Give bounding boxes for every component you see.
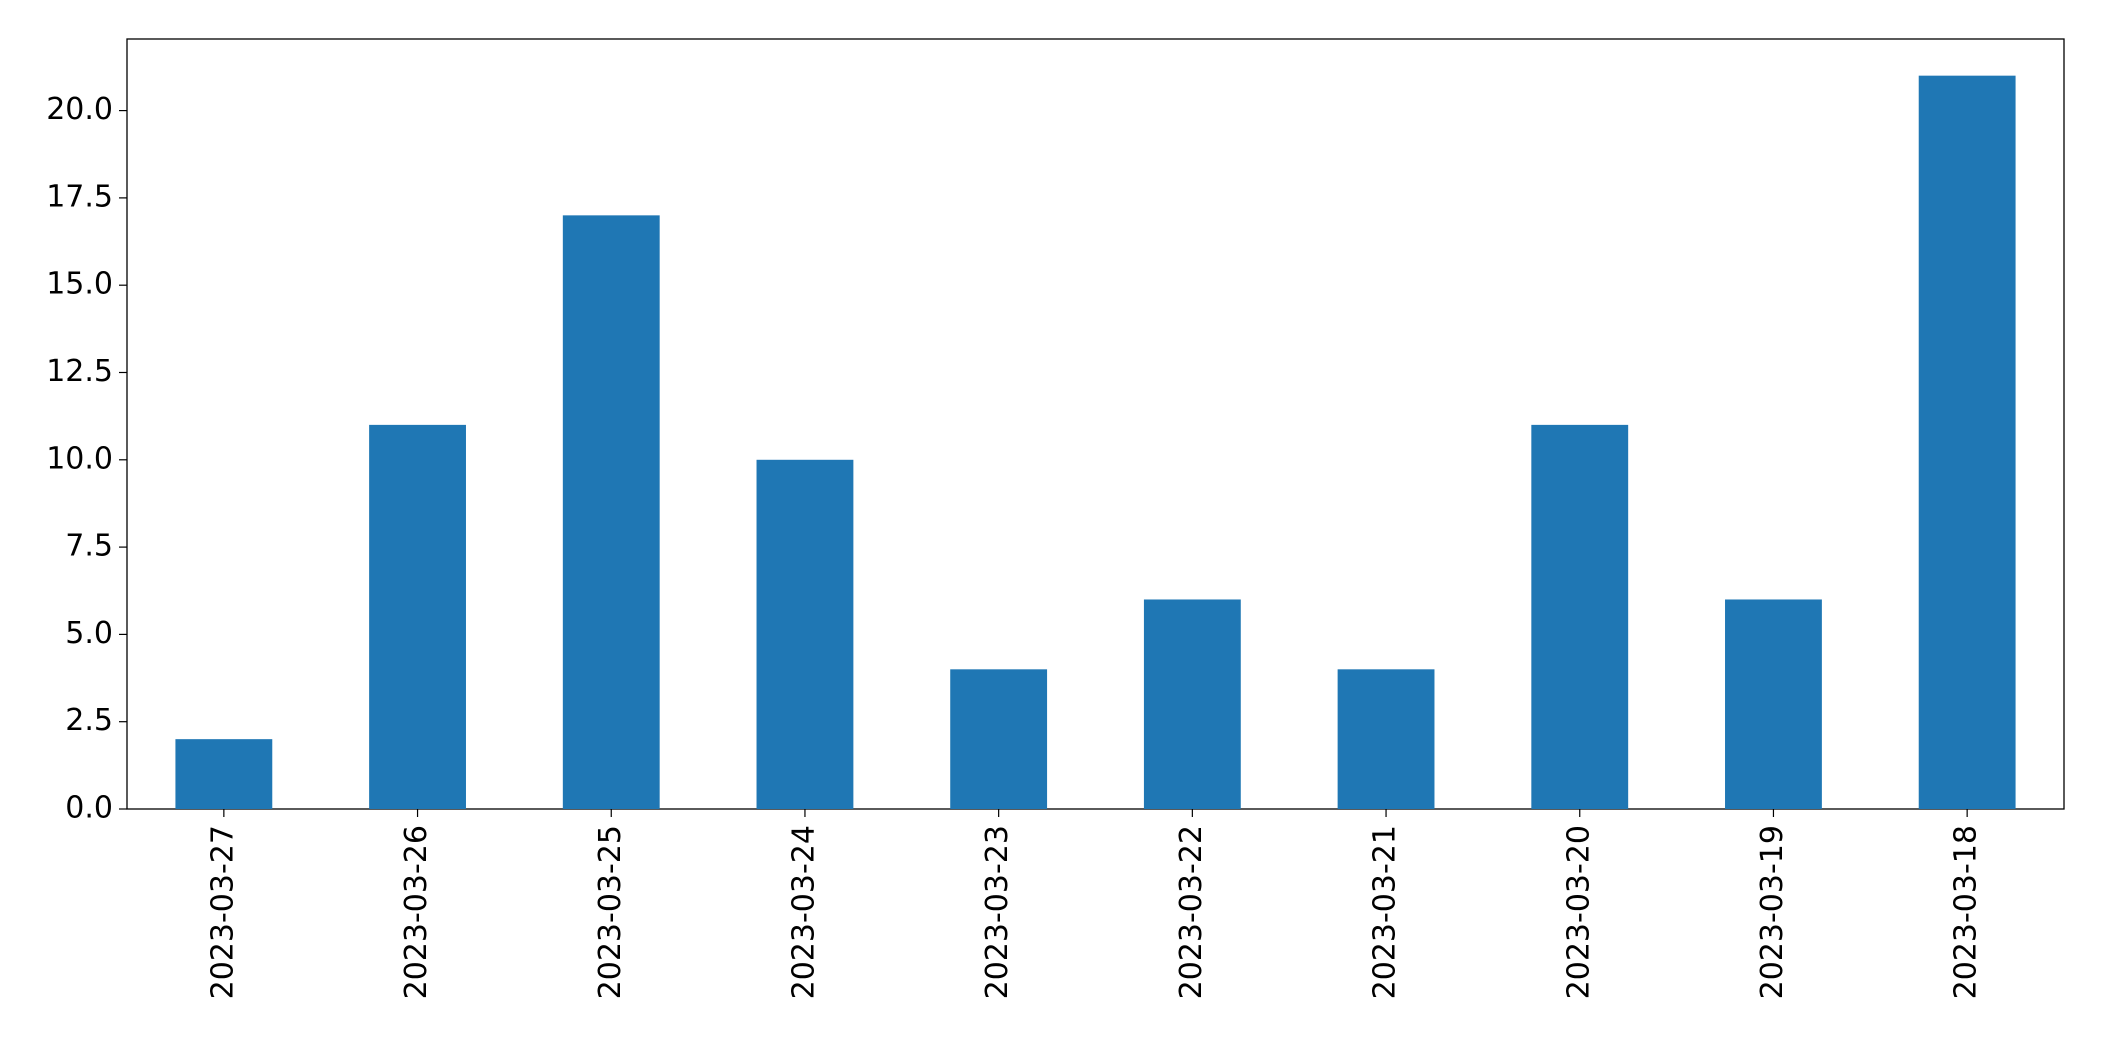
- bar: [1918, 75, 2016, 809]
- y-tick-label: 2.5: [65, 703, 113, 738]
- x-tick-label: 2023-03-24: [786, 825, 821, 999]
- bar: [175, 739, 273, 809]
- bar: [369, 424, 466, 809]
- x-tick-label: 2023-03-23: [980, 825, 1015, 999]
- bar: [562, 215, 660, 809]
- y-tick-label: 12.5: [46, 354, 113, 389]
- axes-frame: [126, 38, 2065, 810]
- bar: [756, 459, 854, 809]
- x-tick-label: 2023-03-19: [1755, 825, 1790, 999]
- x-tick-label: 2023-03-22: [1174, 825, 1209, 999]
- x-tick-label: 2023-03-18: [1949, 825, 1984, 999]
- bar: [1725, 599, 1822, 809]
- x-tick-label: 2023-03-21: [1368, 825, 1403, 999]
- x-tick-label: 2023-03-20: [1561, 825, 1596, 999]
- bar: [950, 669, 1048, 809]
- x-tick-label: 2023-03-26: [399, 825, 434, 999]
- x-tick-label: 2023-03-25: [593, 825, 628, 999]
- bar: [1143, 599, 1241, 809]
- bar: [1337, 669, 1435, 809]
- y-tick-label: 15.0: [46, 267, 113, 302]
- y-tick-label: 17.5: [46, 179, 113, 214]
- y-tick-label: 7.5: [65, 529, 113, 564]
- y-tick-label: 20.0: [46, 92, 113, 127]
- y-tick-label: 5.0: [65, 616, 113, 651]
- bar: [1531, 424, 1629, 809]
- y-tick-label: 0.0: [65, 791, 113, 826]
- x-tick-label: 2023-03-27: [205, 825, 240, 999]
- y-tick-label: 10.0: [46, 441, 113, 476]
